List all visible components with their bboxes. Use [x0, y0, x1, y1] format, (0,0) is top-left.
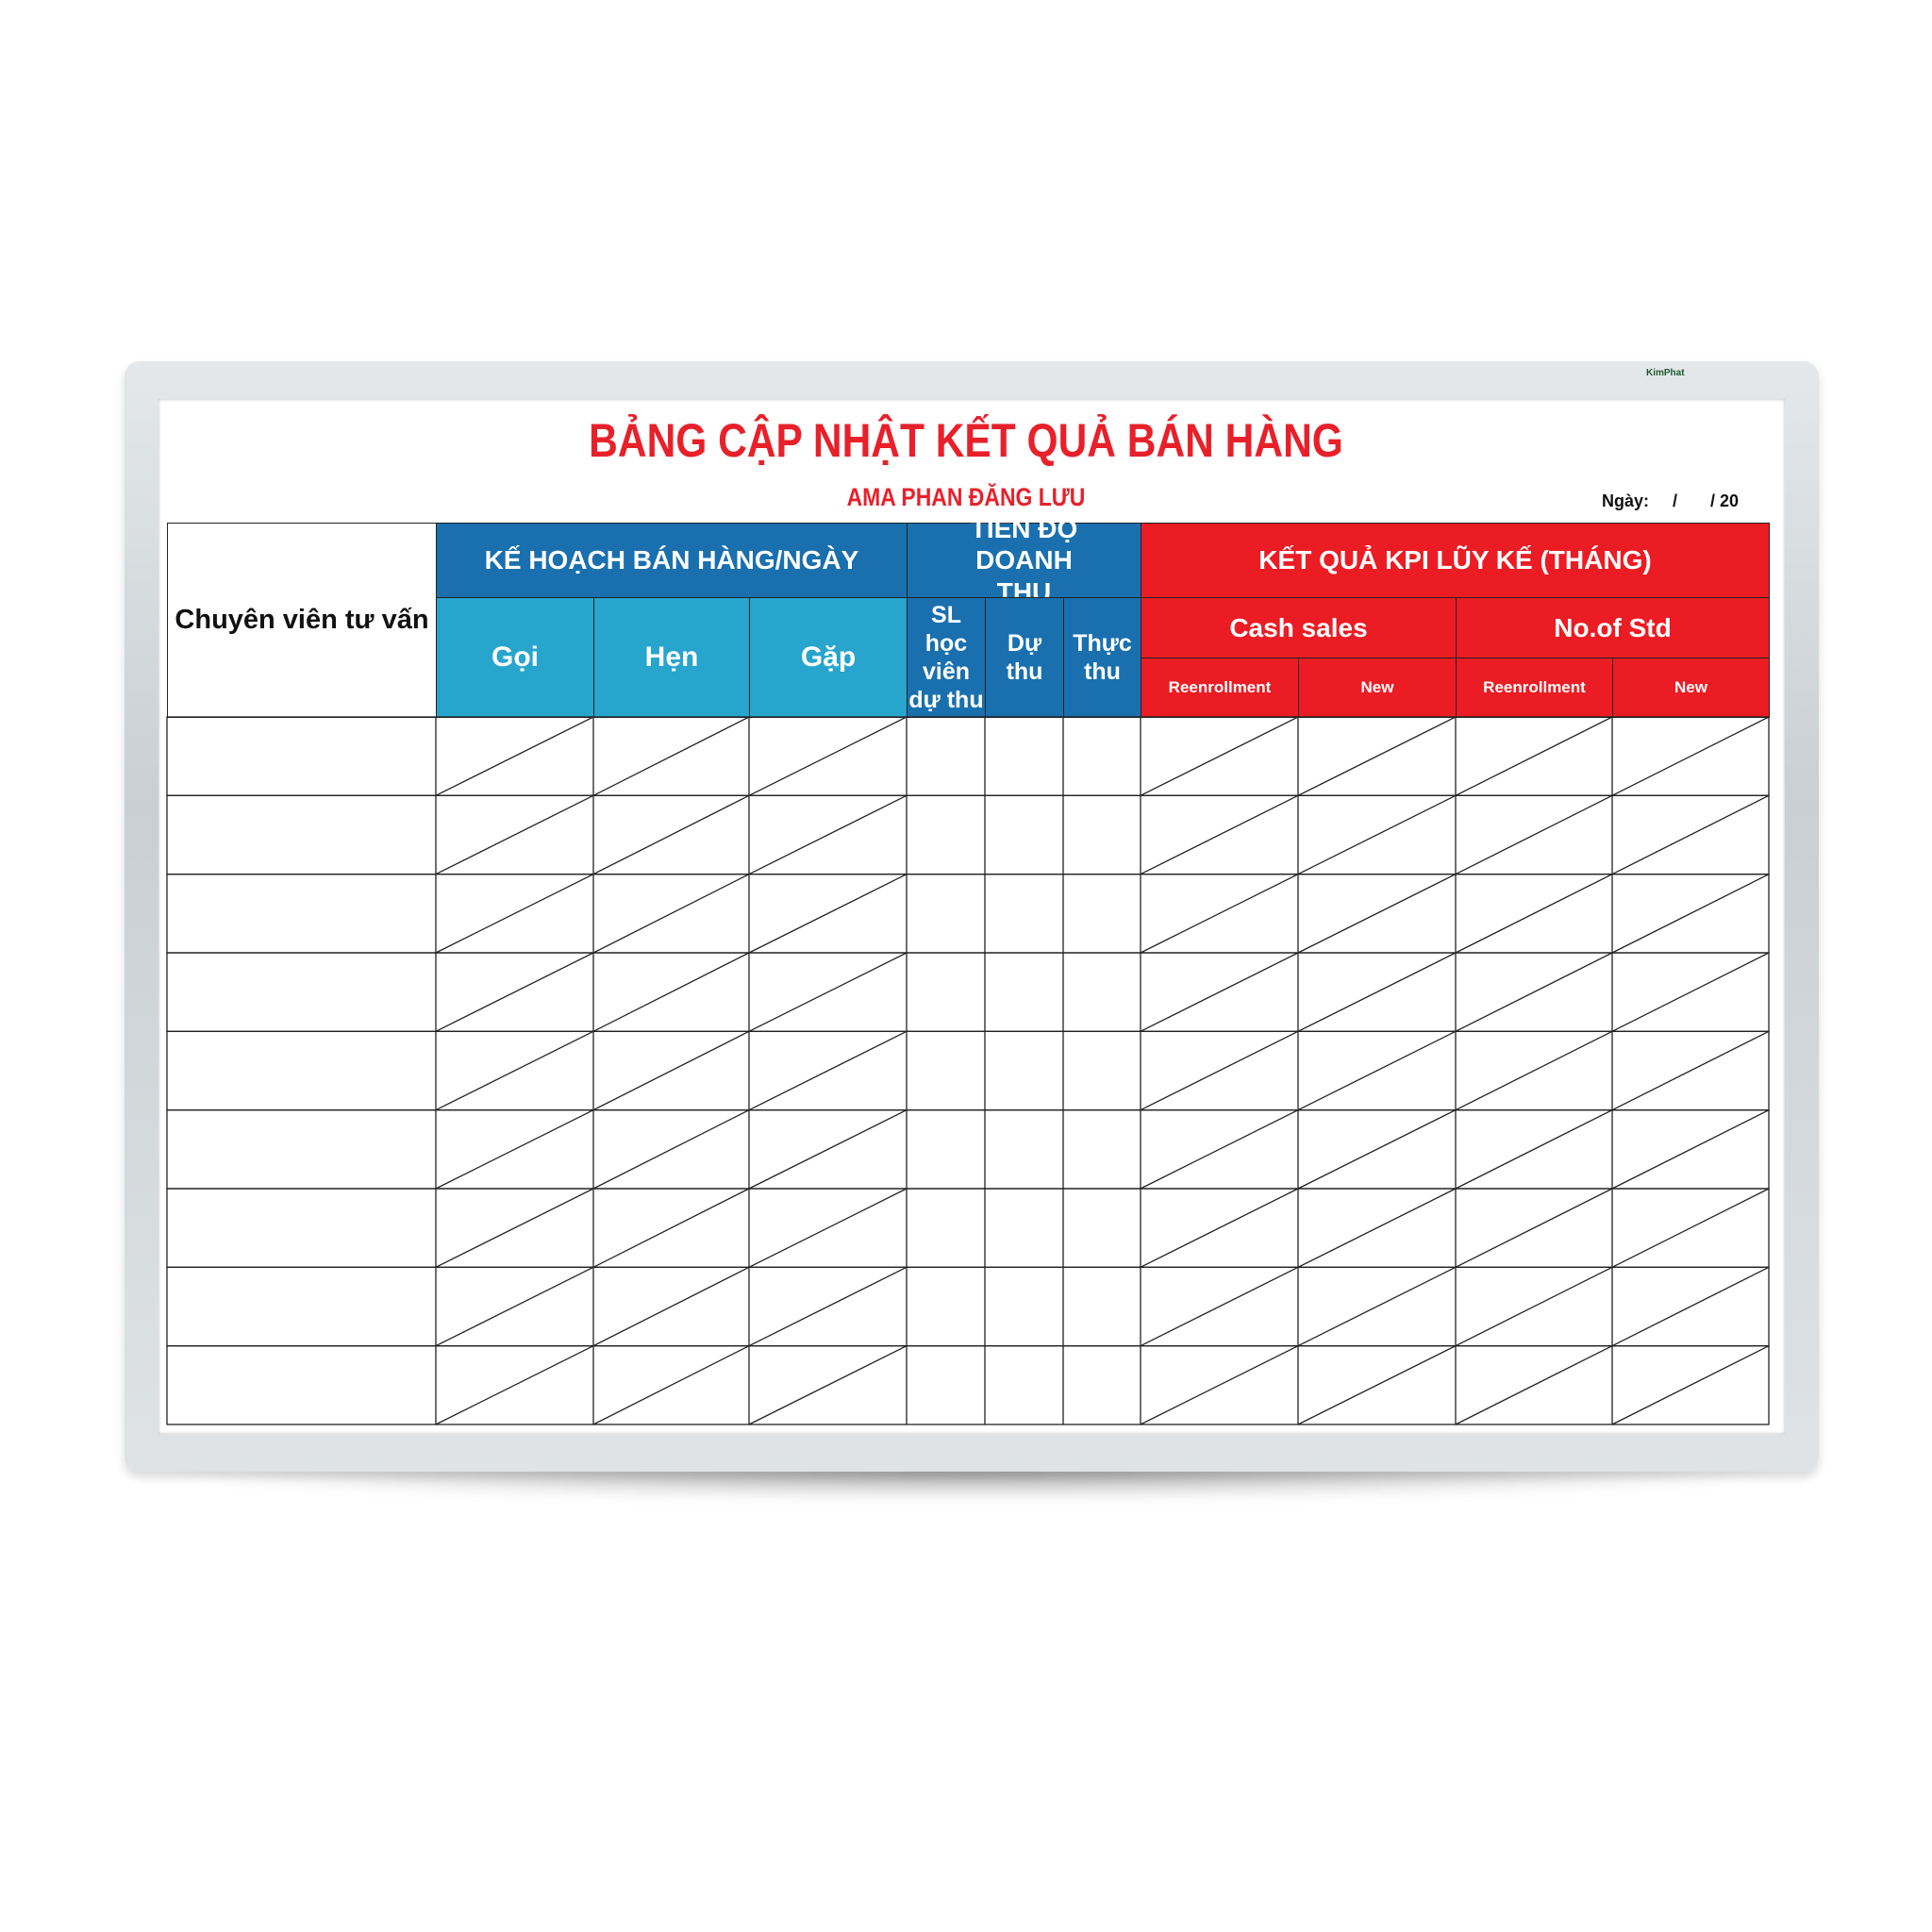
- kpi-header: KẾT QUẢ KPI LŨY KẾ (THÁNG): [1141, 523, 1770, 598]
- progress-col-actual: Thực thu: [1063, 597, 1141, 718]
- progress-col-students: SL học viên dự thu: [907, 597, 986, 718]
- plan-col-hen: Hẹn: [593, 597, 750, 718]
- plan-col-gap: Gặp: [749, 597, 908, 718]
- progress-col-expected: Dự thu: [985, 597, 1064, 718]
- kpi-col-cash-reenrollment: Reenrollment: [1141, 658, 1299, 718]
- plan-header: KẾ HOẠCH BÁN HÀNG/NGÀY: [436, 523, 908, 598]
- plan-col-goi: Gọi: [436, 597, 594, 718]
- kpi-group-cash-sales: Cash sales: [1141, 597, 1457, 658]
- date-field: Ngày: / / 20: [1602, 491, 1740, 510]
- consultant-header: Chuyên viên tư vấn: [167, 523, 437, 718]
- board-subtitle: AMA PHAN ĐĂNG LƯU: [846, 483, 1086, 511]
- progress-header: TIẾN ĐỘ DOANH THU: [907, 514, 1141, 607]
- kpi-col-std-reenrollment: Reenrollment: [1456, 658, 1613, 718]
- kpi-group-no-of-std: No.of Std: [1456, 597, 1770, 658]
- kpi-col-std-new: New: [1612, 658, 1770, 718]
- board-title: BẢNG CẬP NHẬT KẾT QUẢ BÁN HÀNG: [589, 414, 1343, 467]
- kpi-col-cash-new: New: [1298, 658, 1457, 718]
- brand-logo: KimPhat: [1646, 368, 1685, 378]
